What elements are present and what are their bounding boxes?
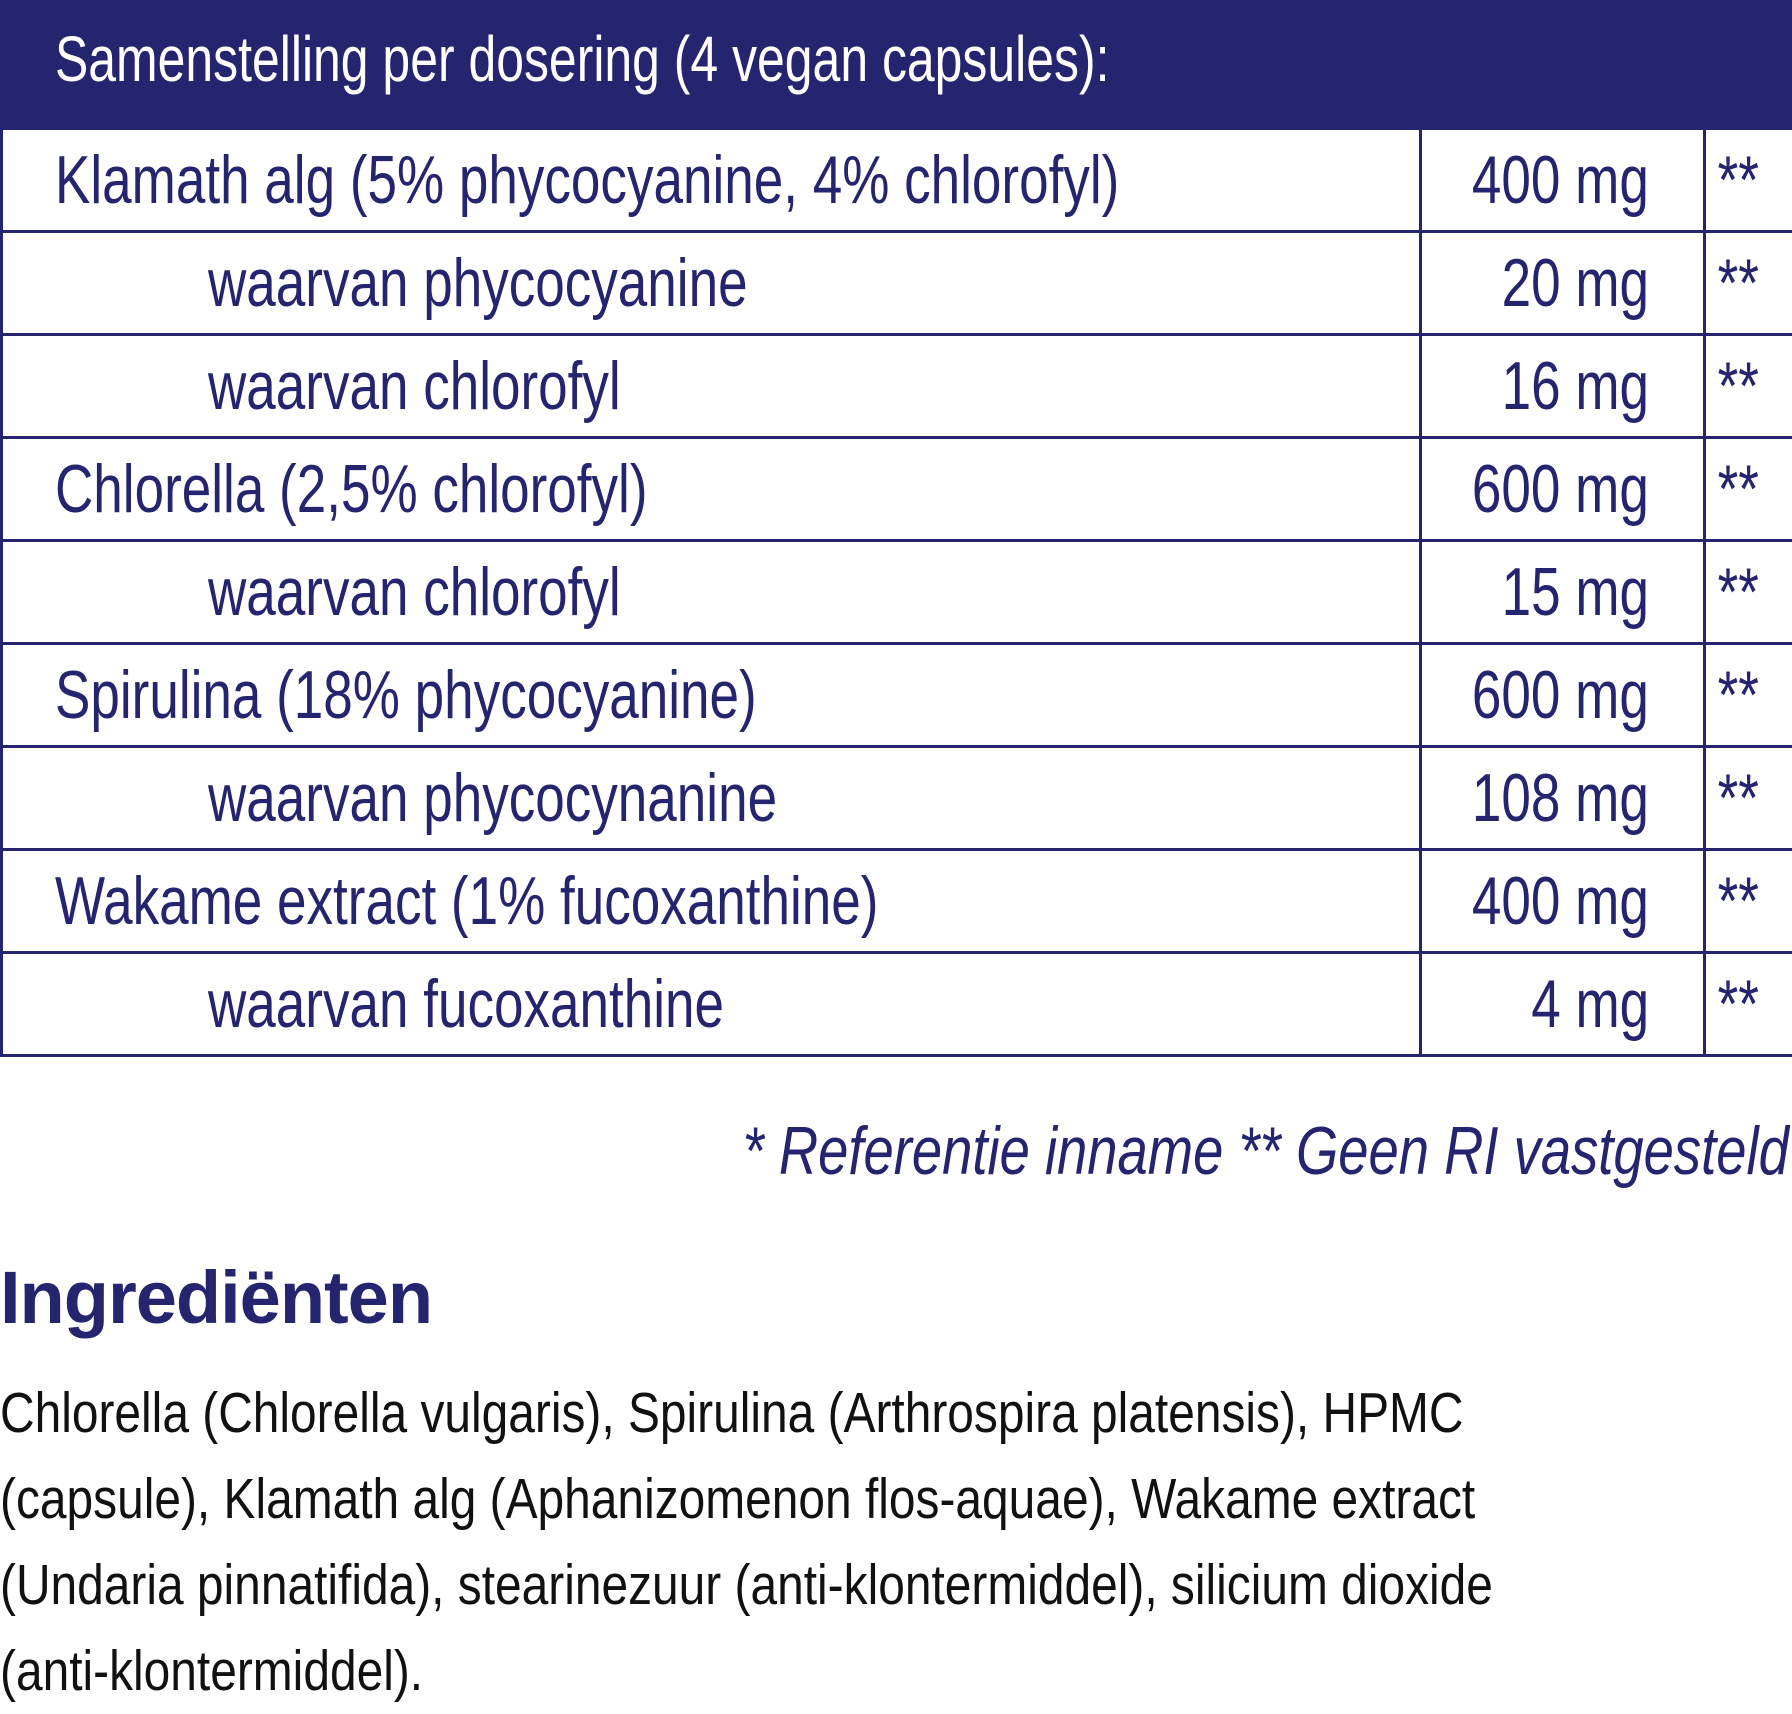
ri-value: ** xyxy=(1718,244,1759,322)
ri-cell: ** xyxy=(1705,953,1792,1056)
ri-value: ** xyxy=(1718,347,1759,425)
ingredient-name: waarvan phycocyanine xyxy=(208,244,748,322)
ri-cell: ** xyxy=(1705,129,1792,232)
amount: 600 mg xyxy=(1472,656,1649,734)
ingredient-name-cell: waarvan phycocynanine xyxy=(2,747,1421,850)
amount-cell: 108 mg xyxy=(1421,747,1705,850)
ingredient-name-cell: Chlorella (2,5% chlorofyl) xyxy=(2,438,1421,541)
ri-value: ** xyxy=(1718,759,1759,837)
ingredient-name-cell: waarvan chlorofyl xyxy=(2,335,1421,438)
ri-cell: ** xyxy=(1705,644,1792,747)
ingredient-name-cell: waarvan chlorofyl xyxy=(2,541,1421,644)
ingredient-name: Chlorella (2,5% chlorofyl) xyxy=(55,450,648,528)
table-header: Samenstelling per dosering (4 vegan caps… xyxy=(0,0,1792,128)
ingredients-text: Chlorella (Chlorella vulgaris), Spirulin… xyxy=(0,1370,1777,1714)
amount-cell: 400 mg xyxy=(1421,129,1705,232)
amount: 400 mg xyxy=(1472,141,1649,219)
ingredients-line: (Undaria pinnatifida), stearinezuur (ant… xyxy=(0,1542,1493,1628)
amount: 20 mg xyxy=(1502,244,1649,322)
table-row: waarvan fucoxanthine 4 mg ** xyxy=(2,953,1792,1056)
ri-cell: ** xyxy=(1705,438,1792,541)
ingredient-name: Wakame extract (1% fucoxanthine) xyxy=(55,862,878,940)
ri-value: ** xyxy=(1718,656,1759,734)
ri-cell: ** xyxy=(1705,850,1792,953)
table-row: Chlorella (2,5% chlorofyl) 600 mg ** xyxy=(2,438,1792,541)
ri-value: ** xyxy=(1718,965,1759,1043)
amount: 600 mg xyxy=(1472,450,1649,528)
amount: 16 mg xyxy=(1502,347,1649,425)
ingredient-name: Spirulina (18% phycocyanine) xyxy=(55,656,757,734)
table-row: Klamath alg (5% phycocyanine, 4% chlorof… xyxy=(2,129,1792,232)
amount: 108 mg xyxy=(1472,759,1649,837)
table-row: waarvan chlorofyl 16 mg ** xyxy=(2,335,1792,438)
ri-value: ** xyxy=(1718,141,1759,219)
ingredient-name: waarvan chlorofyl xyxy=(208,347,621,425)
ri-cell: ** xyxy=(1705,747,1792,850)
ingredient-name-cell: Spirulina (18% phycocyanine) xyxy=(2,644,1421,747)
amount-cell: 4 mg xyxy=(1421,953,1705,1056)
table-row: waarvan phycocyanine 20 mg ** xyxy=(2,232,1792,335)
ingredient-name: waarvan fucoxanthine xyxy=(208,965,724,1043)
ri-cell: ** xyxy=(1705,232,1792,335)
ri-value: ** xyxy=(1718,553,1759,631)
amount-cell: 15 mg xyxy=(1421,541,1705,644)
ingredients-heading: Ingrediënten xyxy=(0,1255,432,1340)
ingredient-name: Klamath alg (5% phycocyanine, 4% chlorof… xyxy=(55,141,1119,219)
ingredient-name: waarvan phycocynanine xyxy=(208,759,777,837)
composition-table: Klamath alg (5% phycocyanine, 4% chlorof… xyxy=(0,127,1792,1057)
table-title: Samenstelling per dosering (4 vegan caps… xyxy=(55,22,1109,96)
amount: 4 mg xyxy=(1531,965,1649,1043)
ingredient-name-cell: Klamath alg (5% phycocyanine, 4% chlorof… xyxy=(2,129,1421,232)
ingredients-line: (anti-klontermiddel). xyxy=(0,1628,1493,1714)
table-row: Spirulina (18% phycocyanine) 600 mg ** xyxy=(2,644,1792,747)
footnote: * Referentie inname ** Geen RI vastgeste… xyxy=(481,1112,1789,1190)
ingredient-name: waarvan chlorofyl xyxy=(208,553,621,631)
amount-cell: 16 mg xyxy=(1421,335,1705,438)
ingredients-line: (capsule), Klamath alg (Aphanizomenon fl… xyxy=(0,1456,1493,1542)
table-row: waarvan chlorofyl 15 mg ** xyxy=(2,541,1792,644)
table-row: Wakame extract (1% fucoxanthine) 400 mg … xyxy=(2,850,1792,953)
table-row: waarvan phycocynanine 108 mg ** xyxy=(2,747,1792,850)
ri-value: ** xyxy=(1718,862,1759,940)
amount-cell: 20 mg xyxy=(1421,232,1705,335)
ri-cell: ** xyxy=(1705,541,1792,644)
ingredient-name-cell: Wakame extract (1% fucoxanthine) xyxy=(2,850,1421,953)
ingredients-line: Chlorella (Chlorella vulgaris), Spirulin… xyxy=(0,1370,1493,1456)
amount: 400 mg xyxy=(1472,862,1649,940)
ingredient-name-cell: waarvan fucoxanthine xyxy=(2,953,1421,1056)
amount-cell: 400 mg xyxy=(1421,850,1705,953)
ingredient-name-cell: waarvan phycocyanine xyxy=(2,232,1421,335)
amount-cell: 600 mg xyxy=(1421,644,1705,747)
amount: 15 mg xyxy=(1502,553,1649,631)
ri-value: ** xyxy=(1718,450,1759,528)
ri-cell: ** xyxy=(1705,335,1792,438)
amount-cell: 600 mg xyxy=(1421,438,1705,541)
